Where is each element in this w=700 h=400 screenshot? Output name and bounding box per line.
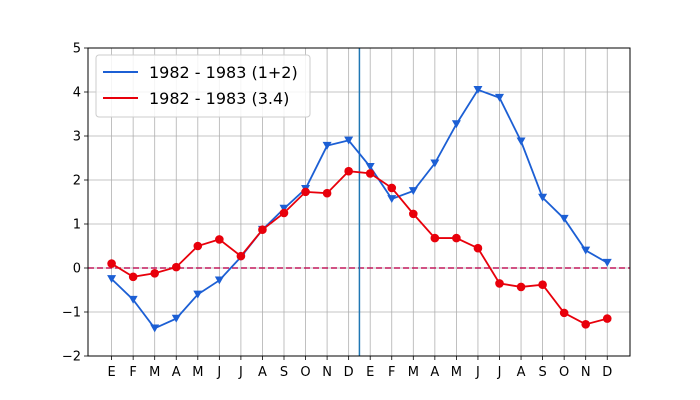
series-1-point: [581, 246, 591, 255]
series-2-point: [387, 183, 397, 193]
series-1-point: [430, 159, 440, 168]
series-2-point: [344, 166, 353, 176]
series-1-point: [387, 195, 397, 203]
legend-box: [95, 54, 311, 118]
series-1-point: [171, 314, 181, 323]
x-tick-label: M: [408, 365, 419, 380]
y-tick-label: 4: [73, 86, 81, 101]
series-2-point: [409, 209, 418, 219]
series-1-point: [322, 141, 332, 150]
series-2-point: [538, 280, 547, 290]
series-1-point: [150, 324, 160, 333]
x-tick-label: A: [258, 365, 267, 380]
series-2-point: [128, 272, 138, 282]
series-1-point: [365, 162, 375, 171]
series-2-point: [150, 268, 159, 278]
series-1-point: [214, 276, 224, 285]
series-1-point: [516, 137, 526, 146]
y-tick-label: −2: [62, 350, 81, 365]
series-2-point: [516, 282, 526, 292]
series-1-point: [193, 290, 203, 299]
series-1-point: [559, 214, 569, 223]
x-tick-label: A: [430, 365, 439, 380]
series-2-point: [279, 208, 289, 218]
series-2-point: [365, 169, 375, 178]
series-2-point: [430, 233, 440, 243]
series-1-point: [538, 193, 548, 202]
series-2-point: [559, 308, 569, 318]
legend: 1982 - 1983 (1+2) 1982 - 1983 (3.4): [95, 54, 311, 118]
y-tick-label: 2: [73, 174, 81, 189]
x-tick-label: J: [216, 365, 221, 380]
x-tick-label: M: [451, 365, 462, 380]
series-1-point: [128, 295, 138, 304]
legend-label-series-1: 1982 - 1983 (1+2): [149, 63, 298, 82]
x-tick-label: N: [322, 365, 332, 380]
series-2-point: [236, 251, 246, 261]
series-2-point: [107, 259, 116, 268]
x-tick-label: O: [300, 365, 310, 380]
y-tick-label: 3: [73, 130, 81, 145]
series-1-point: [451, 120, 461, 129]
x-tick-label: M: [149, 365, 160, 380]
series-2-point: [171, 262, 181, 272]
x-tick-label: F: [388, 365, 395, 380]
x-tick-label: E: [366, 365, 374, 380]
x-tick-label: A: [517, 365, 526, 380]
x-tick-label: O: [559, 365, 569, 380]
series-2-point: [495, 279, 504, 288]
series-2-point: [473, 243, 483, 253]
series-2-point: [301, 187, 310, 197]
x-tick-label: J: [497, 365, 502, 380]
series-1-point: [602, 258, 612, 267]
y-tick-label: 0: [73, 262, 81, 277]
x-tick-label: F: [129, 365, 136, 380]
x-tick-label: J: [238, 365, 243, 380]
x-tick-label: N: [581, 365, 591, 380]
x-tick-label: S: [538, 365, 546, 380]
series-1-point: [107, 275, 117, 284]
x-tick-label: A: [172, 365, 181, 380]
x-tick-label: M: [192, 365, 203, 380]
legend-label-series-2: 1982 - 1983 (3.4): [149, 89, 289, 108]
series-2-point: [193, 241, 203, 251]
series-1-point: [344, 136, 354, 145]
series-2-point: [258, 225, 267, 235]
x-tick-label: J: [475, 365, 480, 380]
series-1-point: [495, 93, 504, 102]
series-2-point: [215, 235, 224, 244]
x-tick-label: E: [107, 365, 115, 380]
x-tick-label: D: [344, 365, 354, 380]
series-2-point: [581, 320, 590, 329]
series-group: [107, 85, 612, 333]
y-tick-label: 5: [73, 42, 81, 57]
series-2-point: [452, 233, 461, 243]
plot-frame: [87, 47, 631, 357]
series-1-point: [408, 187, 418, 196]
y-tick-label: −1: [62, 306, 81, 321]
series-1-line: [110, 88, 608, 330]
x-tick-label: S: [280, 365, 288, 380]
series-1-point: [473, 85, 483, 94]
series-2-point: [322, 188, 332, 198]
x-tick-label: D: [602, 365, 612, 380]
series-2-point: [602, 314, 612, 323]
y-tick-label: 1: [73, 218, 81, 233]
